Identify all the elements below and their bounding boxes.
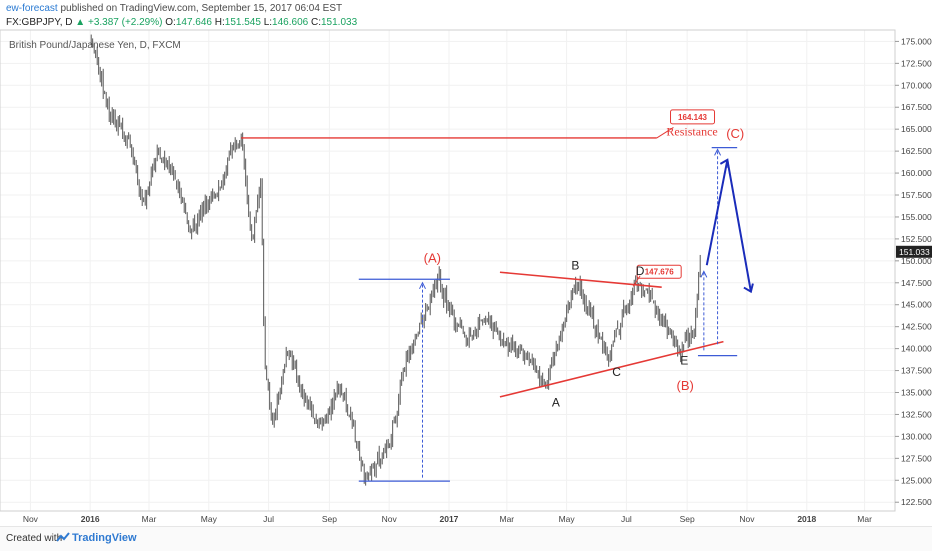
wave-a-measure-arrow	[419, 281, 426, 290]
y-tick-label: 132.500	[901, 409, 932, 419]
resistance-label: Resistance	[666, 124, 717, 138]
x-tick-label: Sep	[680, 514, 695, 524]
x-tick-label: Jul	[263, 514, 274, 524]
x-tick-label: Nov	[739, 514, 755, 524]
x-tick-label: Mar	[857, 514, 872, 524]
annotations: 164.143 Resistance (C) (A) 147.676 A B C D E (B)	[241, 109, 754, 482]
low-label: L:	[263, 17, 273, 28]
y-axis: 175.000 172.500 170.000 167.500 165.000 162.5…	[895, 36, 932, 507]
wave-label-c: C	[612, 365, 621, 379]
y-tick-label: 135.000	[901, 388, 932, 398]
wave-b-measure-arrow	[700, 270, 708, 278]
price-chart[interactable]: British Pound/Japanese Yen, D, FXCM 175.…	[0, 0, 932, 526]
x-tick-label: Mar	[499, 514, 514, 524]
projection-arrowhead-down	[743, 283, 754, 294]
x-axis: Nov 2016 Mar May Jul Sep Nov 2017 Mar May Jul Sep No…	[23, 514, 872, 524]
y-tick-label: 160.000	[901, 168, 932, 178]
y-tick-label: 147.500	[901, 278, 932, 288]
plot-frame	[0, 29, 896, 512]
x-tick-label: Jul	[621, 514, 632, 524]
created-with-text: Created with	[6, 533, 63, 544]
x-tick-label: Mar	[142, 514, 157, 524]
d-value-label: 147.676	[645, 268, 674, 277]
triangle-lower-line	[499, 340, 724, 398]
y-tick-label: 122.500	[901, 497, 932, 507]
last-price-label: 151.033	[899, 247, 930, 257]
x-tick-label: May	[559, 514, 576, 524]
low-value: 146.606	[272, 17, 309, 28]
wave-c-measure-arrow	[714, 148, 722, 156]
projection-arrowhead-up	[719, 158, 730, 169]
open-label: O:	[165, 17, 176, 28]
high-value: 151.545	[224, 17, 261, 28]
resistance-callout-line	[656, 127, 674, 139]
y-tick-label: 165.000	[901, 124, 932, 134]
y-tick-label: 152.500	[901, 234, 932, 244]
footer: Created with TradingView	[0, 526, 932, 551]
wave-c-paren-label: (C)	[726, 126, 744, 141]
last-price-tag	[896, 245, 932, 258]
chart-background	[0, 30, 932, 526]
wave-label-b: B	[571, 259, 579, 273]
y-tick-label: 157.500	[901, 190, 932, 200]
chart-header: ew-forecast published on TradingView.com…	[0, 0, 932, 30]
close-label: C:	[310, 17, 321, 28]
y-tick-label: 142.500	[901, 322, 932, 332]
x-tick-label: Nov	[382, 514, 398, 524]
y-tick-label: 167.500	[901, 102, 932, 112]
y-tick-label: 137.500	[901, 366, 932, 376]
y-tick-label: 175.000	[901, 36, 932, 46]
price-change: ▲ +3.387 (+2.29%)	[75, 17, 163, 28]
wave-label-a: A	[552, 396, 560, 410]
x-tick-label: 2018	[797, 514, 816, 524]
y-tick-label: 172.500	[901, 58, 932, 68]
close-value: 151.033	[320, 17, 358, 28]
x-tick-label: 2016	[81, 514, 100, 524]
open-value: 147.646	[175, 17, 212, 28]
d-callout-line	[632, 275, 641, 287]
resistance-value-label: 164.143	[678, 113, 707, 122]
wave-label-d: D	[636, 264, 645, 278]
y-tick-label: 150.000	[901, 256, 932, 266]
x-tick-label: 2017	[440, 514, 459, 524]
publish-info: ew-forecast published on TradingView.com…	[6, 3, 342, 14]
y-tick-label: 170.000	[901, 80, 932, 90]
symbol-label: FX:GBPJPY, D	[6, 17, 73, 28]
d-value-box	[636, 264, 682, 279]
y-tick-label: 162.500	[901, 146, 932, 156]
tradingview-brand[interactable]: TradingView	[72, 532, 137, 544]
x-tick-label: May	[201, 514, 218, 524]
y-tick-label: 125.000	[901, 475, 932, 485]
y-tick-label: 127.500	[901, 453, 932, 463]
x-tick-label: Nov	[23, 514, 39, 524]
chart-title: British Pound/Japanese Yen, D, FXCM	[9, 40, 181, 51]
published-text: published on TradingView.com, September …	[57, 3, 343, 14]
tradingview-logo-icon	[56, 532, 70, 542]
y-tick-label: 140.000	[901, 344, 932, 354]
y-tick-label: 130.000	[901, 431, 932, 441]
y-tick-label: 155.000	[901, 212, 932, 222]
candles	[90, 34, 701, 486]
wave-b-paren-label: (B)	[677, 378, 694, 393]
high-label: H:	[214, 17, 225, 28]
publisher-link[interactable]: ew-forecast	[6, 3, 58, 14]
y-tick-label: 145.000	[901, 300, 932, 310]
wave-a-paren-label: (A)	[424, 251, 441, 266]
resistance-value-box	[670, 109, 716, 125]
grid	[0, 30, 895, 511]
symbol-ohlc-line: FX:GBPJPY, D ▲ +3.387 (+2.29%) O:147.646…	[6, 17, 357, 28]
wave-label-e: E	[680, 353, 688, 367]
x-tick-label: Sep	[322, 514, 337, 524]
